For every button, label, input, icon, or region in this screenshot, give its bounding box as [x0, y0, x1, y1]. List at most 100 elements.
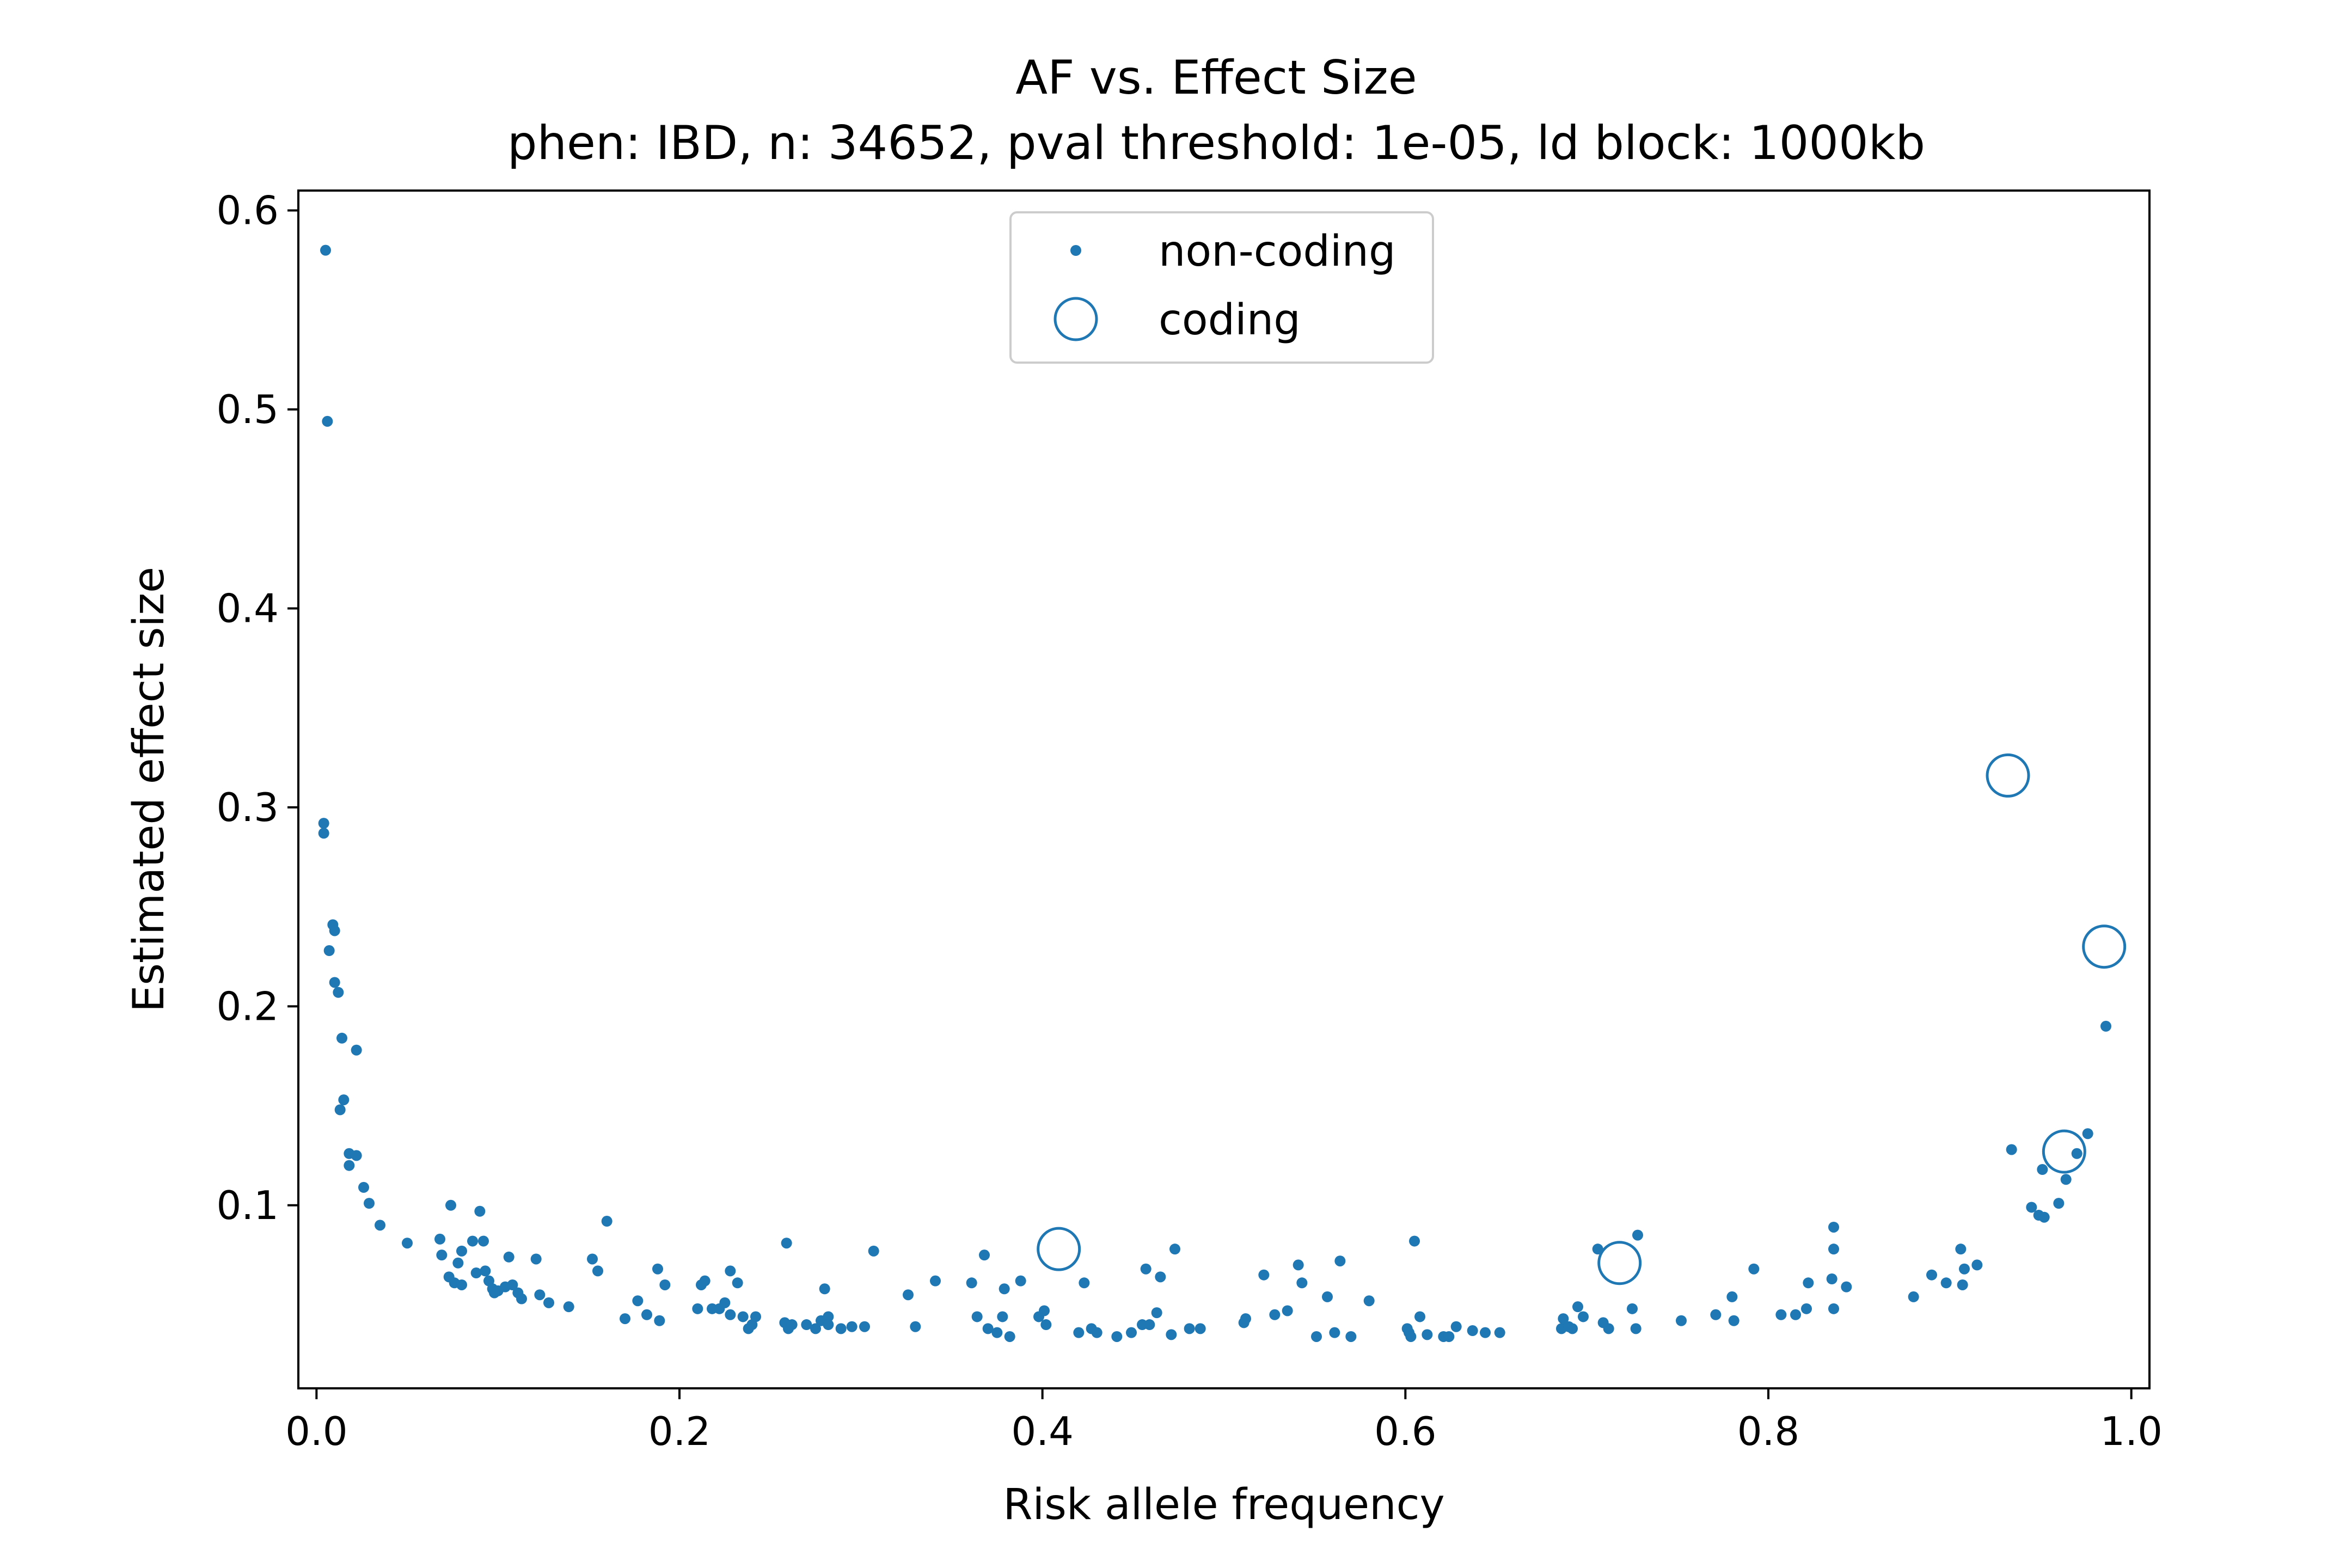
y-tick-label: 0.5	[216, 387, 279, 432]
non-coding-point	[910, 1321, 921, 1332]
non-coding-point	[2053, 1198, 2065, 1209]
non-coding-point	[489, 1287, 500, 1298]
non-coding-point	[402, 1238, 413, 1249]
non-coding-point	[979, 1250, 990, 1261]
non-coding-point	[329, 977, 340, 988]
non-coding-point	[652, 1263, 663, 1275]
non-coding-point	[750, 1311, 761, 1322]
non-coding-point	[819, 1283, 830, 1295]
non-coding-point	[654, 1315, 665, 1326]
non-coding-point	[322, 415, 333, 427]
non-coding-point	[318, 828, 329, 839]
x-tick-label: 1.0	[2100, 1408, 2163, 1454]
legend: non-coding coding	[1009, 211, 1434, 364]
x-tick-label: 0.2	[648, 1408, 711, 1454]
non-coding-point	[692, 1303, 703, 1314]
x-axis: 0.0 0.2 0.4 0.6 0.8 1.0	[285, 1388, 2163, 1454]
non-coding-point	[1169, 1244, 1180, 1255]
non-coding-point	[1632, 1229, 1643, 1241]
y-tick-label: 0.6	[216, 188, 279, 234]
non-coding-point	[1155, 1271, 1166, 1283]
non-coding-point	[810, 1323, 821, 1334]
non-coding-point	[1015, 1275, 1026, 1287]
y-tick-label: 0.3	[216, 785, 279, 830]
non-coding-point	[1828, 1221, 1839, 1233]
non-coding-point	[1826, 1273, 1837, 1285]
non-coding-point	[1828, 1303, 1839, 1314]
non-coding-point	[467, 1235, 478, 1247]
non-coding-point	[358, 1181, 369, 1193]
non-coding-point	[320, 244, 331, 256]
y-tick-label: 0.4	[216, 585, 279, 631]
non-coding-point	[1676, 1315, 1687, 1326]
non-coding-point	[1409, 1235, 1420, 1247]
non-coding-point	[456, 1245, 467, 1257]
non-coding-point	[563, 1301, 574, 1313]
legend-box	[1009, 211, 1434, 364]
non-coding-point	[1269, 1309, 1281, 1320]
coding-point	[1597, 1241, 1642, 1285]
non-coding-point	[1592, 1244, 1603, 1255]
non-coding-point	[1240, 1313, 1251, 1325]
data-points	[318, 244, 2127, 1342]
non-coding-point	[334, 1104, 346, 1116]
non-coding-point	[859, 1321, 870, 1332]
non-coding-point	[846, 1321, 857, 1332]
non-coding-point	[1971, 1259, 1983, 1271]
non-coding-point	[1334, 1255, 1346, 1267]
non-coding-point	[1572, 1301, 1583, 1313]
non-coding-point	[971, 1311, 983, 1322]
non-coding-point	[1414, 1311, 1425, 1322]
non-coding-point	[1111, 1331, 1123, 1342]
non-coding-point	[456, 1279, 467, 1290]
non-coding-point	[991, 1327, 1003, 1338]
non-coding-point	[1144, 1319, 1155, 1331]
non-coding-point	[1728, 1315, 1739, 1326]
non-coding-point	[1405, 1331, 1417, 1342]
x-tick-label: 0.6	[1374, 1408, 1437, 1454]
legend-label-coding: coding	[1159, 296, 1301, 345]
non-coding-point	[1467, 1325, 1478, 1337]
coding-point	[2082, 924, 2127, 969]
non-coding-point	[2060, 1174, 2072, 1185]
non-coding-point	[620, 1313, 630, 1325]
non-coding-point	[1775, 1309, 1787, 1320]
non-coding-point	[1567, 1323, 1578, 1334]
non-coding-point	[351, 1150, 362, 1161]
non-coding-point	[641, 1309, 652, 1320]
non-coding-point	[1940, 1277, 1952, 1289]
non-coding-point	[1166, 1329, 1177, 1340]
non-coding-point	[699, 1275, 710, 1287]
non-coding-point	[1184, 1323, 1195, 1334]
non-coding-point	[1627, 1303, 1638, 1314]
non-coding-point	[503, 1251, 514, 1263]
non-coding-point	[364, 1198, 375, 1209]
non-coding-point	[2071, 1148, 2082, 1159]
non-coding-point	[1258, 1269, 1270, 1281]
non-coding-point	[835, 1323, 847, 1334]
non-coding-point	[930, 1275, 941, 1287]
non-coding-point	[318, 818, 329, 829]
y-axis-label: Estimated effect size	[125, 567, 174, 1012]
non-coding-point	[1311, 1331, 1322, 1342]
non-coding-point	[2082, 1128, 2093, 1140]
non-coding-point	[823, 1319, 834, 1331]
non-coding-point	[1959, 1263, 1970, 1275]
non-coding-point	[1801, 1303, 1812, 1314]
non-coding-point	[999, 1283, 1010, 1295]
non-coding-point	[1603, 1323, 1614, 1334]
non-coding-point	[530, 1253, 542, 1265]
non-coding-point	[1710, 1309, 1722, 1320]
non-coding-point	[478, 1235, 489, 1247]
coding-point	[1986, 753, 2030, 798]
non-coding-point	[1957, 1279, 1968, 1290]
x-tick-label: 0.4	[1011, 1408, 1074, 1454]
non-coding-point	[480, 1265, 491, 1277]
non-coding-point	[1329, 1327, 1340, 1338]
non-coding-point	[982, 1323, 994, 1334]
x-axis-label: Risk allele frequency	[1003, 1480, 1444, 1529]
non-coding-point	[1322, 1291, 1333, 1302]
y-axis: 0.1 0.2 0.3 0.4 0.5 0.6	[216, 188, 298, 1228]
non-coding-point	[1079, 1277, 1090, 1289]
non-coding-point	[474, 1205, 486, 1217]
